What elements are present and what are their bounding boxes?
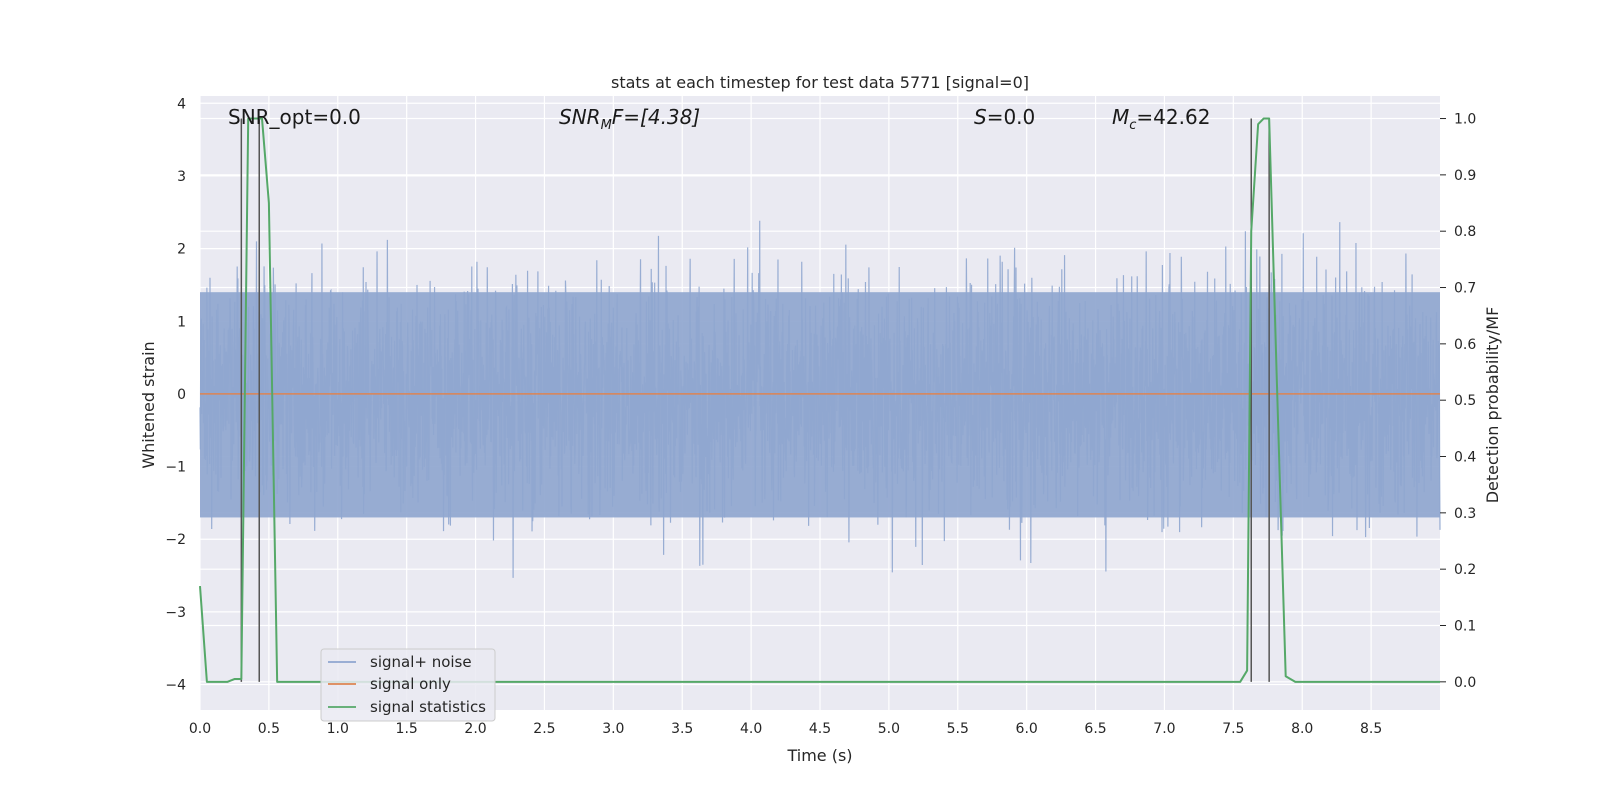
x-tick-label: 0.5 [258,721,280,737]
axis-layer: 0.0 0.5 1.0 1.5 2.0 2.5 3.0 3.5 4.0 4.5 5.0 5.5 6.0 6… [165,96,1476,737]
y-tick-label: −4 [165,678,186,694]
y-axis-label: Whitened strain [139,341,158,468]
y-tick-label: 3 [177,169,186,185]
y-tick-label: 1 [177,314,186,330]
x-tick-label: 6.5 [1084,721,1106,737]
y-right-tick-label: 0.0 [1454,675,1476,691]
y-right-tick-label: 0.9 [1454,168,1476,184]
x-tick-label: 4.5 [809,721,831,737]
y-tick-label: −1 [165,460,186,476]
x-tick-label: 1.5 [396,721,418,737]
signal-noise-series [199,220,1441,578]
x-axis-label: Time (s) [786,746,852,765]
x-tick-label: 2.0 [464,721,486,737]
mc-subscript: c [1129,118,1136,133]
data-layer [199,117,1440,683]
x-tick-label: 6.0 [1016,721,1038,737]
y-tick-label: −3 [165,605,186,621]
y-right-tick-label: 0.2 [1454,562,1476,578]
snr-mf-symbol: SNR [559,105,601,129]
x-tick-label: 7.0 [1153,721,1175,737]
x-tick-label: 3.0 [602,721,624,737]
mc-value: =42.62 [1136,105,1210,129]
snr-mf-annotation: SNRMF=[4.38] [559,105,700,133]
y-right-tick-label: 1.0 [1454,112,1476,128]
y-right-tick-label: 0.5 [1454,393,1476,409]
x-tick-label: 5.0 [878,721,900,737]
y-right-tick-label: 0.4 [1454,450,1476,466]
x-tick-label: 5.5 [947,721,969,737]
legend-box [320,648,496,722]
x-tick-label: 7.5 [1222,721,1244,737]
s-annotation: S=0.0 [974,105,1035,129]
snr-mf-subscript: M [601,118,612,133]
y-tick-label: 0 [177,387,186,403]
legend-label-signal-statistics: signal statistics [370,698,486,716]
signal-noise-band [200,292,1440,518]
y-tick-label: −2 [165,532,186,548]
chart-title: stats at each timestep for test data 577… [611,73,1029,92]
y-right-tick-label: 0.8 [1454,224,1476,240]
s-value: =0.0 [987,105,1036,129]
x-tick-label: 1.0 [327,721,349,737]
y-right-tick-label: 0.1 [1454,619,1476,635]
legend-label-signal-noise: signal+ noise [370,653,472,671]
x-tick-label: 2.5 [533,721,555,737]
y-tick-label: 4 [177,96,186,112]
x-tick-label: 4.0 [740,721,762,737]
x-tick-label: 0.0 [189,721,211,737]
mc-symbol: M [1112,105,1129,129]
legend: signal+ noise signal only signal statist… [320,648,496,722]
y-axis-right-label: Detection probability/MF [1483,307,1502,504]
y-right-tick-label: 0.6 [1454,337,1476,353]
legend-label-signal-only: signal only [370,675,451,693]
y-right-tick-label: 0.3 [1454,506,1476,522]
mc-annotation: Mc=42.62 [1112,105,1210,133]
y-tick-label: 2 [177,242,186,258]
x-tick-label: 8.0 [1291,721,1313,737]
snr-opt-annotation: SNR_opt=0.0 [228,105,361,129]
s-symbol: S [974,105,987,129]
snr-mf-suffix: F=[4.38] [612,105,700,129]
signal-statistics-line [199,117,1440,683]
y-right-tick-label: 0.7 [1454,281,1476,297]
x-tick-label: 3.5 [671,721,693,737]
x-tick-label: 8.5 [1360,721,1382,737]
